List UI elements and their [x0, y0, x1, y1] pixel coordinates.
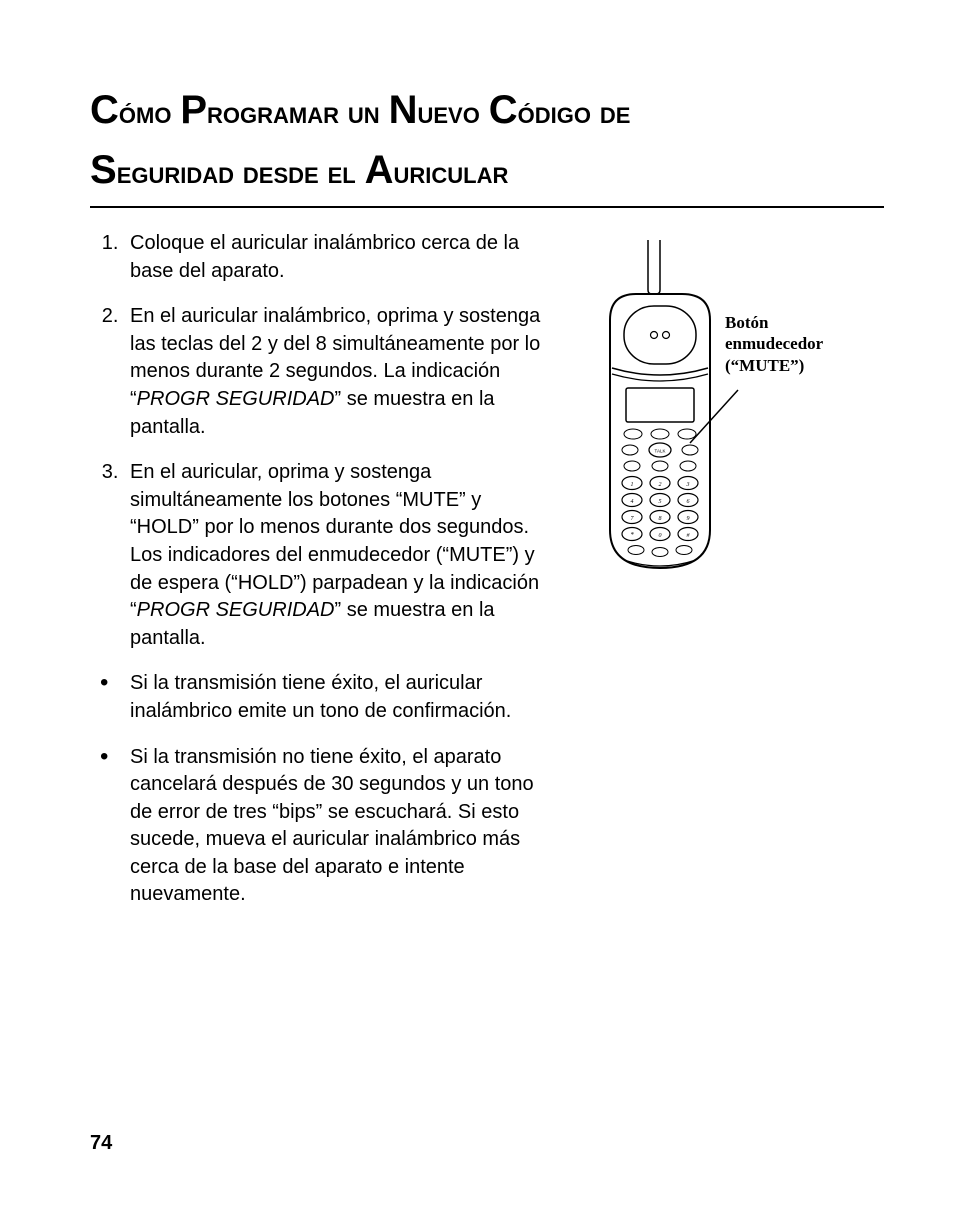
handset-diagram: TALK 1 2 3 4 5 6 7: [570, 230, 870, 590]
title-part: ómo: [119, 94, 180, 130]
annotation-line: Botón: [725, 313, 768, 332]
title-part: eguridad desde el: [117, 154, 365, 190]
figure-column: TALK 1 2 3 4 5 6 7: [570, 230, 870, 927]
svg-text:4: 4: [631, 498, 634, 505]
note-text: Si la transmisión tiene éxito, el auricu…: [130, 672, 511, 722]
step-3: En el auricular, oprima y sostenga simul…: [124, 459, 550, 652]
svg-text:TALK: TALK: [655, 449, 666, 454]
step-text: Coloque el auricular inalámbrico cerca d…: [130, 232, 519, 282]
svg-text:*: *: [630, 531, 634, 539]
mute-button-label: Botón enmudecedor (“MUTE”): [725, 312, 823, 376]
step-2: En el auricular inalámbrico, oprima y so…: [124, 303, 550, 441]
svg-text:1: 1: [631, 482, 634, 488]
title-part: uevo: [417, 94, 488, 130]
svg-text:6: 6: [687, 499, 690, 505]
annotation-line: enmudecedor: [725, 334, 823, 353]
svg-text:5: 5: [659, 499, 662, 505]
title-cap: C: [489, 88, 518, 132]
svg-text:3: 3: [686, 482, 690, 488]
title-cap: P: [180, 88, 207, 132]
svg-text:0: 0: [659, 533, 662, 539]
notes-list: Si la transmisión tiene éxito, el auricu…: [90, 670, 550, 909]
page-number: 74: [90, 1132, 112, 1155]
svg-text:2: 2: [659, 482, 662, 488]
title-cap: N: [389, 88, 418, 132]
step-text-italic: PROGR SEGURIDAD: [137, 599, 335, 621]
instruction-column: Coloque el auricular inalámbrico cerca d…: [90, 230, 550, 927]
title-cap: S: [90, 148, 117, 192]
title-part: uricular: [394, 154, 509, 190]
page-title: Cómo Programar un Nuevo Código de Seguri…: [90, 80, 884, 208]
title-part: ódigo de: [518, 94, 631, 130]
note-text: Si la transmisión no tiene éxito, el apa…: [130, 746, 534, 906]
step-1: Coloque el auricular inalámbrico cerca d…: [124, 230, 550, 285]
title-cap: C: [90, 88, 119, 132]
svg-text:9: 9: [687, 516, 690, 522]
note-failure: Si la transmisión no tiene éxito, el apa…: [124, 744, 550, 910]
step-text: En el auricular, oprima y sostenga simul…: [130, 461, 539, 621]
steps-list: Coloque el auricular inalámbrico cerca d…: [90, 230, 550, 652]
annotation-line: (“MUTE”): [725, 356, 804, 375]
title-cap: A: [365, 148, 394, 192]
title-part: rogramar un: [207, 94, 389, 130]
step-text-italic: PROGR SEGURIDAD: [137, 388, 335, 410]
note-success: Si la transmisión tiene éxito, el auricu…: [124, 670, 550, 725]
svg-text:8: 8: [659, 516, 662, 522]
